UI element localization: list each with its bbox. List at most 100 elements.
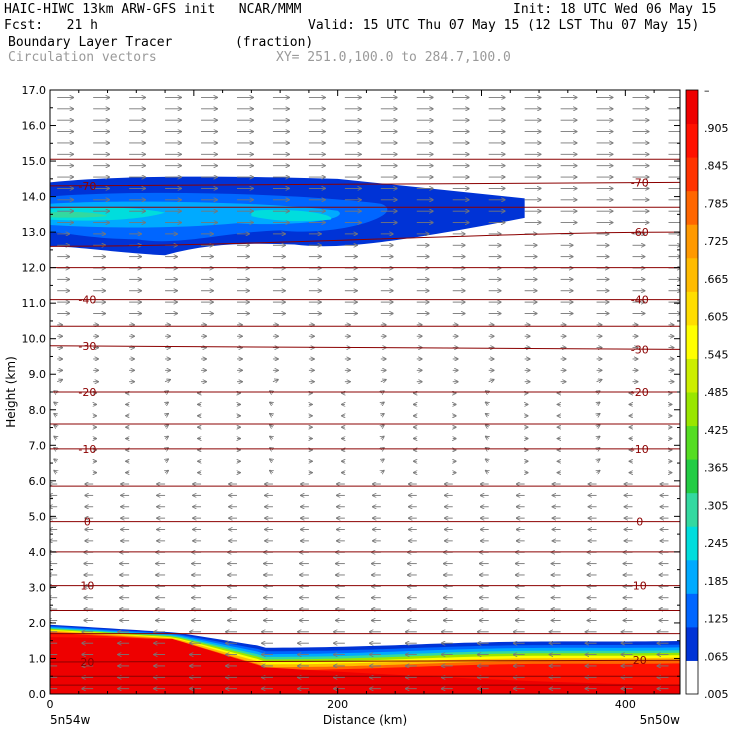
- circulation-vector: [597, 402, 600, 404]
- contour-label: -40: [631, 294, 649, 307]
- colorbar-swatch: [686, 660, 698, 695]
- circulation-vector: [54, 459, 57, 461]
- temperature-contour-line: [50, 485, 680, 488]
- header-line4-left: Circulation vectors: [8, 50, 157, 65]
- header-line4-right: XY= 251.0,100.0 to 284.7,100.0: [276, 50, 511, 65]
- y-tick-label: 5.0: [29, 510, 47, 523]
- temperature-contour-line: [50, 609, 680, 612]
- upper-tracer-core-2: [251, 209, 332, 222]
- circulation-vector: [165, 471, 168, 473]
- header-line1-right: Init: 18 UTC Wed 06 May 15: [513, 2, 717, 17]
- temperature-contour-line: [50, 345, 680, 350]
- temperature-contour-line: [50, 231, 680, 247]
- colorbar-swatch: [686, 526, 698, 561]
- temperature-contour-line: [50, 659, 680, 663]
- y-tick-label: 10.0: [22, 333, 47, 346]
- y-tick-label: 2.0: [29, 617, 47, 630]
- circulation-vector: [165, 402, 168, 404]
- circulation-vector: [486, 402, 489, 404]
- y-tick-label: 12.0: [22, 262, 47, 275]
- colorbar-swatch: [686, 459, 698, 494]
- x-axis-label: Distance (km): [323, 713, 407, 727]
- contour-label: -30: [78, 340, 96, 353]
- contour-label: -10: [631, 443, 649, 456]
- y-tick-label: 4.0: [29, 546, 47, 559]
- contour-label: -20: [78, 386, 96, 399]
- colorbar-swatch: [686, 358, 698, 393]
- circulation-vector: [270, 459, 273, 461]
- x-tick-label: 200: [327, 698, 348, 711]
- circulation-vector: [486, 425, 489, 427]
- circulation-vector: [54, 414, 57, 416]
- tracer-fill-layer: [50, 176, 680, 694]
- circulation-vector: [597, 471, 600, 473]
- y-tick-label: 9.0: [29, 368, 47, 381]
- circulation-vector-layer: [50, 97, 680, 688]
- boundary-layer-core: [50, 637, 680, 694]
- circulation-vector: [381, 437, 384, 439]
- temperature-contour-line: [50, 181, 680, 187]
- y-axis-label: Height (km): [4, 356, 18, 427]
- y-tick-label: 3.0: [29, 581, 47, 594]
- upper-tracer-peak: [50, 211, 108, 218]
- y-tick-label: 11.0: [22, 297, 47, 310]
- contour-label: 20: [80, 656, 94, 669]
- temperature-contour-line: [50, 422, 680, 425]
- colorbar-swatch: [686, 291, 698, 326]
- contour-label: -40: [78, 294, 96, 307]
- y-tick-label: 14.0: [22, 191, 47, 204]
- temperature-contour-line: [50, 550, 680, 553]
- circulation-vector: [165, 414, 168, 416]
- colorbar: .005 .065 .125 .185 .245 .305 .365 .425 .485 .545…: [685, 84, 729, 701]
- colorbar-swatch: [686, 593, 698, 628]
- contour-label: -70: [78, 180, 96, 193]
- circulation-vector: [270, 402, 273, 404]
- circulation-vector: [54, 402, 57, 404]
- y-tick-label: 7.0: [29, 439, 47, 452]
- circulation-vector: [270, 437, 273, 439]
- colorbar-label: .905: [704, 122, 729, 135]
- colorbar-label: .245: [704, 537, 729, 550]
- y-tick-label: 6.0: [29, 475, 47, 488]
- circulation-vector: [486, 414, 489, 416]
- y-tick-label: 8.0: [29, 404, 47, 417]
- contour-label: 10: [633, 580, 647, 593]
- circulation-vector: [270, 414, 273, 416]
- contour-label: -60: [631, 226, 649, 239]
- colorbar-swatch: [686, 392, 698, 427]
- x-left-end-label: 5n54w: [50, 713, 91, 727]
- circulation-vector: [381, 425, 384, 427]
- circulation-vector: [486, 471, 489, 473]
- colorbar-label: .785: [704, 197, 729, 210]
- y-tick-label: 0.0: [29, 688, 47, 701]
- header-line2-right: Valid: 15 UTC Thu 07 May 15 (12 LST Thu …: [308, 18, 700, 33]
- colorbar-label: .185: [704, 575, 729, 588]
- circulation-vector: [596, 380, 602, 382]
- circulation-vector: [165, 437, 168, 439]
- x-right-end-label: 5n50w: [640, 713, 681, 727]
- circulation-vector: [54, 425, 57, 427]
- colorbar-label: .125: [704, 613, 729, 626]
- y-tick-label: 15.0: [22, 155, 47, 168]
- colorbar-label: .725: [704, 235, 729, 248]
- y-tick-label: 16.0: [22, 120, 47, 133]
- colorbar-swatch: [686, 257, 698, 292]
- circulation-vector: [54, 471, 57, 473]
- colorbar-swatch: [686, 559, 698, 594]
- colorbar-label: .665: [704, 273, 729, 286]
- x-tick-label: 400: [615, 698, 636, 711]
- circulation-vector: [165, 459, 168, 461]
- circulation-vector: [597, 437, 600, 439]
- axes-layer: 0.0 1.0 2.0 3.0 4.0 5.0 6.0 7.0 8.0 9.0 10.0 11.0 12…: [22, 84, 680, 711]
- circulation-vector: [165, 425, 168, 427]
- y-tick-label: 13.0: [22, 226, 47, 239]
- contour-label: -30: [631, 343, 649, 356]
- contour-label: 20: [633, 654, 647, 667]
- temperature-contour-line: [50, 325, 680, 328]
- y-tick-label: 1.0: [29, 652, 47, 665]
- circulation-vector: [597, 459, 600, 461]
- colorbar-swatch: [686, 123, 698, 158]
- temperature-contour-line: [50, 158, 680, 161]
- circulation-vector: [270, 471, 273, 473]
